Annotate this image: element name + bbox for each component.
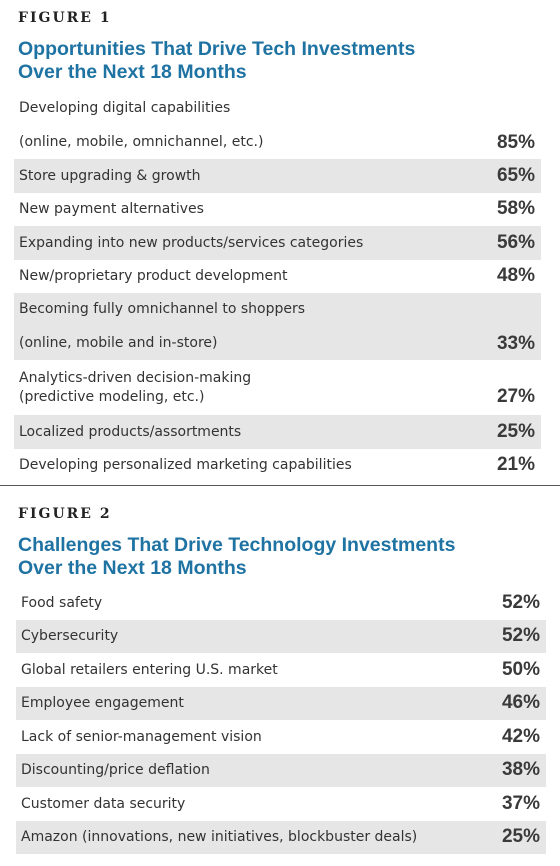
row-value: 56%	[496, 231, 535, 253]
row-label: Becoming fully omnichannel to shoppers (…	[14, 293, 305, 360]
table-row: Expanding into new products/services cat…	[14, 226, 541, 260]
table-row: New payment alternatives 58%	[14, 193, 541, 227]
row-label: Global retailers entering U.S. market	[21, 661, 278, 678]
figure-2-label: FIGURE 2	[18, 506, 112, 522]
table-row: Discounting/price deflation 38%	[16, 753, 546, 787]
row-label: Analytics-driven decision-making (predic…	[14, 369, 251, 407]
row-label-line: Becoming fully omnichannel to shoppers	[19, 301, 306, 317]
row-label: New/proprietary product development	[19, 268, 288, 285]
row-label: Employee engagement	[21, 695, 184, 712]
figure-2-title-line: Over the Next 18 Months	[18, 557, 247, 579]
row-label-line: (online, mobile and in-store)	[19, 334, 218, 351]
table-row: Developing digital capabilities (online,…	[14, 92, 541, 159]
row-label: New payment alternatives	[19, 201, 204, 218]
row-value: 38%	[501, 759, 540, 781]
row-value: 37%	[501, 792, 540, 814]
row-value: 25%	[501, 826, 540, 848]
table-row: New/proprietary product development 48%	[14, 260, 541, 294]
section-divider	[0, 485, 560, 486]
row-label-line: Analytics-driven decision-making	[19, 369, 252, 386]
row-value: 58%	[496, 198, 535, 220]
row-value: 52%	[501, 625, 540, 647]
row-value: 50%	[501, 658, 540, 680]
figure-1-title: Opportunities That Drive Tech Investment…	[18, 38, 415, 84]
row-value: 25%	[496, 420, 535, 442]
row-value: 21%	[496, 454, 535, 476]
row-value: 27%	[496, 385, 535, 407]
row-value: 65%	[496, 164, 535, 186]
table-row: Analytics-driven decision-making (predic…	[14, 360, 541, 415]
figure-1-title-line: Opportunities That Drive Tech Investment…	[18, 38, 416, 60]
row-value: 46%	[501, 692, 540, 714]
table-row: Employee engagement 46%	[16, 686, 546, 720]
row-label: Customer data security	[21, 795, 186, 812]
row-label: Lack of senior-management vision	[21, 728, 262, 745]
row-value: 48%	[496, 265, 535, 287]
row-label: Amazon (innovations, new initiatives, bl…	[21, 829, 418, 846]
figure-1-table: Developing digital capabilities (online,…	[14, 92, 541, 482]
figure-1-label: FIGURE 1	[18, 10, 112, 26]
table-row: Global retailers entering U.S. market 50…	[16, 653, 546, 687]
table-row: Lack of senior-management vision 42%	[16, 720, 546, 754]
row-label: Discounting/price deflation	[21, 762, 210, 779]
table-row: Becoming fully omnichannel to shoppers (…	[14, 293, 541, 360]
row-label: Food safety	[21, 594, 103, 611]
row-value: 85%	[496, 131, 535, 153]
row-label-line: (predictive modeling, etc.)	[19, 388, 205, 405]
figure-2-title-line: Challenges That Drive Technology Investm…	[18, 534, 456, 556]
row-value: 42%	[501, 725, 540, 747]
table-row: Cybersecurity 52%	[16, 619, 546, 653]
figure-1-title-line: Over the Next 18 Months	[18, 61, 247, 83]
table-row: Developing personalized marketing capabi…	[14, 449, 541, 483]
row-label-line: Developing digital capabilities	[19, 100, 231, 116]
table-row: Localized products/assortments 25%	[14, 415, 541, 449]
row-label: Expanding into new products/services cat…	[19, 234, 364, 251]
figure-2-title: Challenges That Drive Technology Investm…	[18, 534, 455, 580]
row-label: Store upgrading & growth	[19, 167, 201, 184]
row-label-line: (online, mobile, omnichannel, etc.)	[19, 133, 264, 150]
figure-2-table: Food safety 52% Cybersecurity 52% Global…	[16, 586, 546, 854]
row-label: Localized products/assortments	[19, 423, 242, 440]
row-value: 52%	[501, 591, 540, 613]
row-label: Cybersecurity	[21, 628, 119, 645]
row-value: 33%	[496, 332, 535, 354]
table-row: Customer data security 37%	[16, 787, 546, 821]
table-row: Store upgrading & growth 65%	[14, 159, 541, 193]
row-label: Developing digital capabilities (online,…	[14, 92, 263, 159]
row-label: Developing personalized marketing capabi…	[19, 457, 352, 474]
table-row: Food safety 52%	[16, 586, 546, 620]
table-row: Amazon (innovations, new initiatives, bl…	[16, 820, 546, 854]
